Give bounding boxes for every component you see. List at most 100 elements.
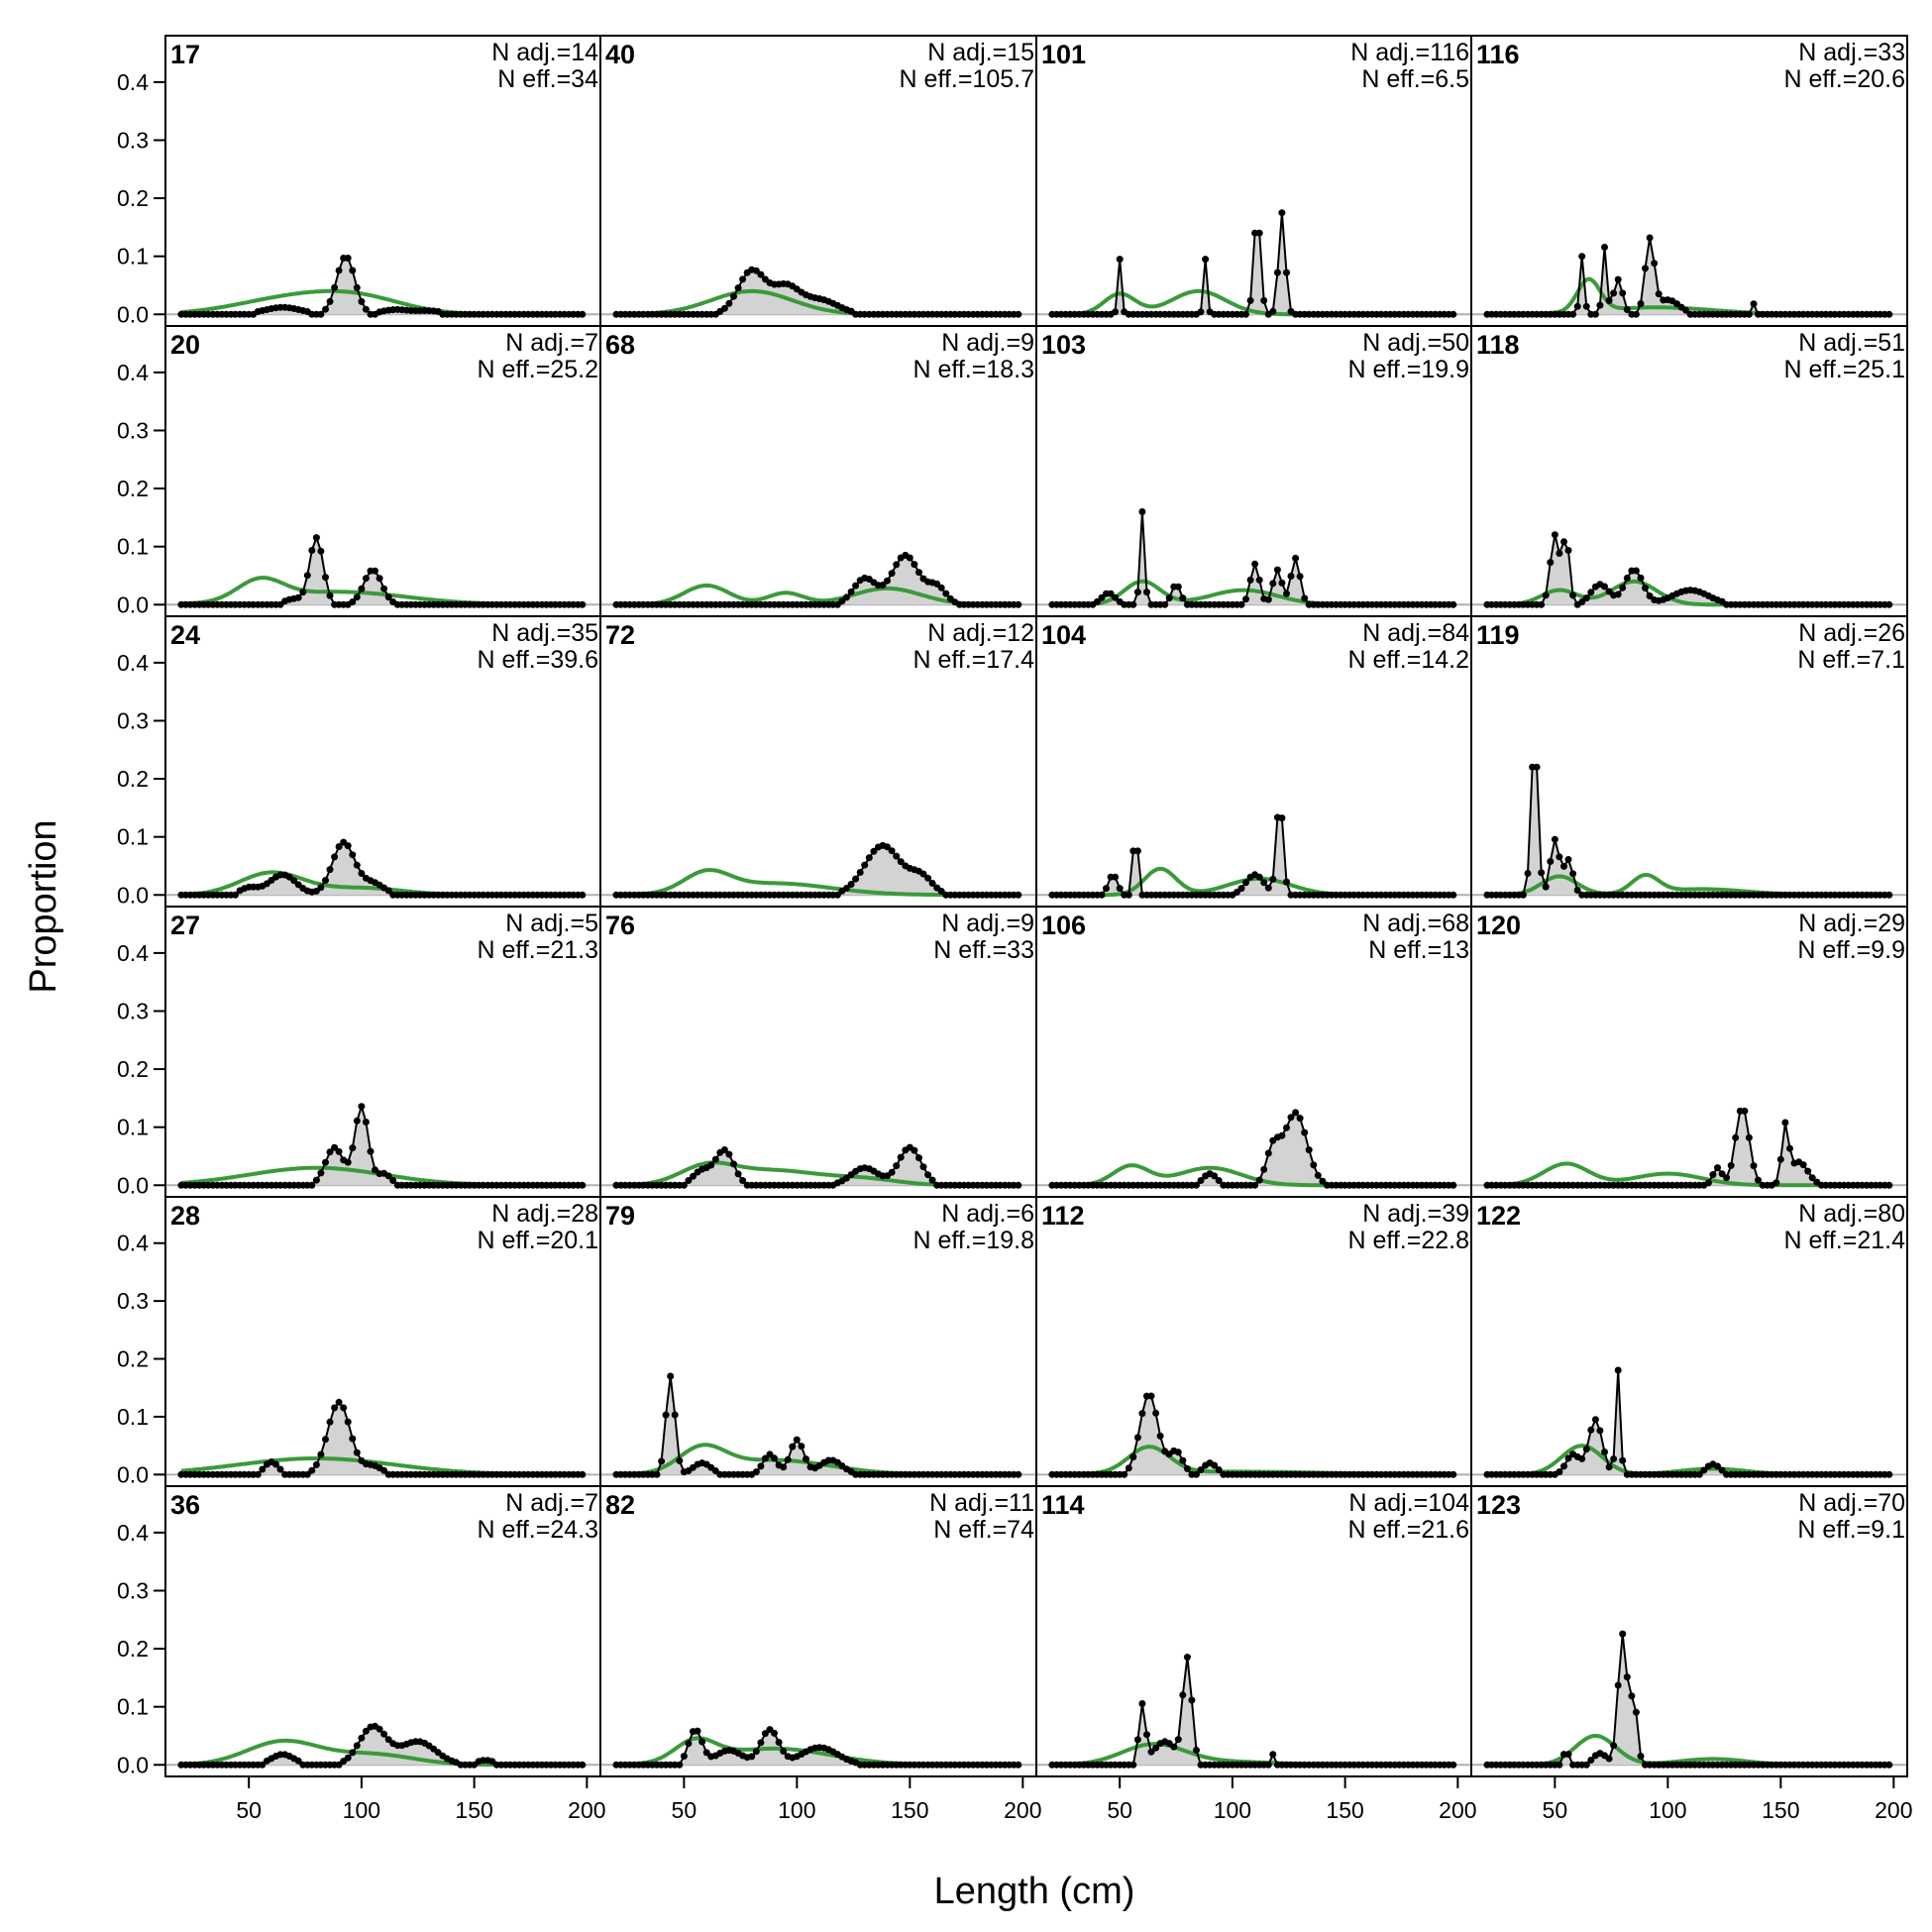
observed-point xyxy=(1610,289,1618,297)
observed-point xyxy=(312,1176,320,1184)
observed-point xyxy=(752,267,760,274)
observed-point xyxy=(1560,538,1567,546)
observed-point xyxy=(1278,1131,1286,1139)
expected-line xyxy=(616,868,1019,898)
n-adj-label: N adj.=7 xyxy=(505,1489,598,1517)
observed-point xyxy=(1623,575,1631,582)
panel-120: 120 N adj.=29N eff.=9.9 xyxy=(1470,906,1908,1198)
observed-point xyxy=(1152,1409,1160,1417)
panel-label: 79 xyxy=(605,1201,635,1231)
observed-point xyxy=(1015,891,1022,899)
observed-point xyxy=(1750,300,1758,308)
n-eff-label: N eff.=21.4 xyxy=(1783,1227,1905,1254)
observed-point xyxy=(1183,1464,1191,1472)
observed-point xyxy=(367,1147,375,1155)
observed-point xyxy=(1255,576,1263,584)
observed-point xyxy=(833,891,841,899)
observed-line xyxy=(1051,1657,1453,1767)
observed-point xyxy=(1133,589,1141,596)
n-adj-label: N adj.=39 xyxy=(1362,1200,1469,1228)
x-tick-label: 150 xyxy=(455,1797,492,1823)
n-eff-label: N eff.=22.8 xyxy=(1347,1227,1469,1254)
observed-point xyxy=(1449,1181,1457,1189)
observed-point xyxy=(1745,310,1753,318)
observed-point xyxy=(1255,873,1263,881)
observed-point xyxy=(579,891,587,899)
panel-27: 27 N adj.=5N eff.=21.3 xyxy=(164,906,601,1198)
observed-line xyxy=(616,1145,1019,1187)
x-axis-label: Length (cm) xyxy=(934,1871,1135,1912)
observed-point xyxy=(1305,1146,1313,1154)
observed-point xyxy=(344,1418,352,1426)
observed-point xyxy=(362,1119,370,1126)
n-adj-label: N adj.=9 xyxy=(941,910,1034,937)
observed-point xyxy=(1646,592,1654,599)
panel-label: 24 xyxy=(170,620,200,650)
observed-point xyxy=(1547,858,1555,865)
observed-point xyxy=(1704,1179,1712,1187)
observed-point xyxy=(1138,1700,1146,1707)
observed-point xyxy=(331,853,339,861)
observed-point xyxy=(730,1160,737,1168)
observed-point xyxy=(1642,265,1649,272)
panel-label: 116 xyxy=(1476,40,1520,69)
observed-point xyxy=(1211,1461,1219,1469)
observed-point xyxy=(276,1465,284,1473)
observed-point xyxy=(694,1727,701,1735)
observed-line xyxy=(1487,1633,1889,1767)
panel-68: 68 N adj.=9N eff.=18.3 xyxy=(599,325,1037,617)
observed-area xyxy=(1051,212,1453,315)
n-eff-label: N eff.=105.7 xyxy=(900,65,1034,93)
observed-point xyxy=(1170,1743,1178,1751)
observed-point xyxy=(1264,884,1272,892)
n-adj-label: N adj.=11 xyxy=(929,1489,1034,1517)
observed-point xyxy=(924,874,932,882)
observed-point xyxy=(1147,1392,1155,1400)
observed-point xyxy=(259,1465,267,1473)
observed-point xyxy=(1116,885,1124,893)
observed-point xyxy=(1193,1747,1200,1754)
observed-point xyxy=(372,567,378,575)
observed-point xyxy=(1560,1462,1567,1470)
observed-point xyxy=(317,310,325,318)
observed-point xyxy=(326,297,334,305)
observed-point xyxy=(780,1748,788,1755)
y-tick-label: 0.3 xyxy=(117,127,149,153)
panel-label: 122 xyxy=(1476,1201,1521,1231)
observed-point xyxy=(720,1146,728,1153)
observed-point xyxy=(771,1729,778,1737)
observed-point xyxy=(317,547,325,555)
y-tick-label: 0.2 xyxy=(117,476,149,501)
n-eff-label: N eff.=25.1 xyxy=(1783,356,1905,383)
observed-point xyxy=(1242,595,1249,603)
observed-point xyxy=(1808,1174,1816,1182)
n-adj-label: N adj.=80 xyxy=(1798,1200,1905,1228)
x-tick-label: 150 xyxy=(1762,1797,1799,1823)
n-adj-label: N adj.=29 xyxy=(1798,910,1905,937)
panel-label: 82 xyxy=(605,1490,635,1520)
panel-label: 40 xyxy=(605,40,635,69)
observed-point xyxy=(340,1404,348,1412)
x-tick-label: 50 xyxy=(672,1797,698,1823)
n-eff-label: N eff.=24.3 xyxy=(477,1516,598,1544)
observed-point xyxy=(1197,1466,1205,1473)
observed-point xyxy=(748,1753,756,1761)
observed-point xyxy=(1632,310,1640,318)
observed-point xyxy=(335,1398,343,1406)
observed-point xyxy=(349,267,357,274)
observed-point xyxy=(1569,870,1577,878)
panel-24: 24 N adj.=35N eff.=39.6 xyxy=(164,615,601,908)
observed-area xyxy=(1486,1370,1889,1475)
observed-point xyxy=(362,1727,370,1735)
observed-point xyxy=(299,589,307,596)
observed-point xyxy=(847,588,855,595)
observed-area xyxy=(1051,511,1453,605)
observed-point xyxy=(1560,862,1567,870)
panel-119: 119 N adj.=26N eff.=7.1 xyxy=(1470,615,1908,908)
observed-point xyxy=(852,582,860,590)
observed-point xyxy=(784,1455,792,1463)
panel-label: 103 xyxy=(1041,330,1086,360)
n-eff-label: N eff.=9.9 xyxy=(1797,936,1905,964)
observed-point xyxy=(1542,883,1550,891)
